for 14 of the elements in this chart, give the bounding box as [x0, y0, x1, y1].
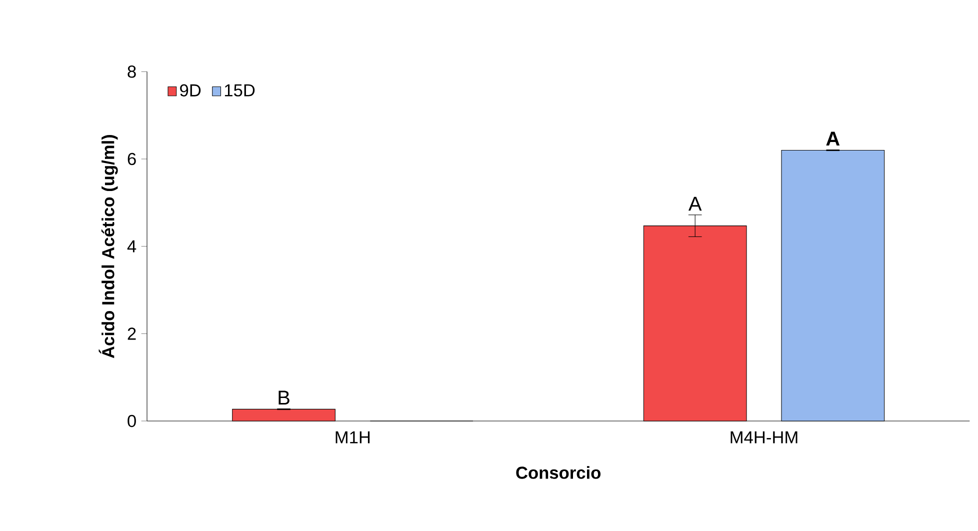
data-label: B	[278, 390, 290, 404]
legend-label: 9D	[180, 84, 201, 97]
y-axis-title: Ácido Indol Acético (ug/ml)	[98, 134, 118, 358]
data-label: A	[826, 132, 840, 146]
data-label: A	[688, 196, 702, 211]
x-tick-label: M1H	[336, 431, 370, 444]
legend-label: 15D	[224, 84, 255, 96]
y-tick-label: 0	[128, 414, 136, 428]
x-tick-label: M4H-HM	[730, 431, 798, 444]
y-tick-label: 6	[128, 152, 136, 166]
y-tick-label: 2	[128, 328, 136, 340]
x-axis-title: Consorcio	[516, 466, 601, 479]
y-tick-label: 8	[128, 66, 136, 78]
y-tick-label: 4	[127, 240, 136, 252]
